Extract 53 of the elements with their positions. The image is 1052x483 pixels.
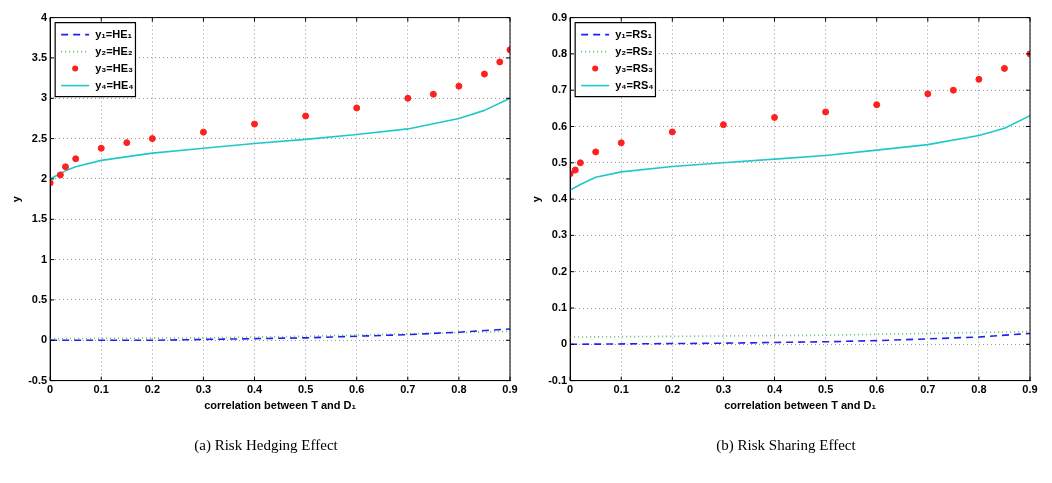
y-tick-label: -0.5 — [28, 373, 48, 386]
legend-label: y₂=RS₂ — [615, 44, 653, 57]
y-tick-label: 3.5 — [31, 50, 48, 63]
y-tick-label: 2 — [41, 171, 48, 184]
y-axis-title: y — [9, 195, 22, 203]
x-tick-label: 0.1 — [93, 383, 109, 396]
x-tick-label: 0.9 — [502, 383, 518, 396]
legend-label: y₃=RS₃ — [615, 61, 654, 74]
y-tick-label: 3 — [41, 91, 48, 104]
y-tick-label: 0.9 — [551, 10, 568, 23]
y-tick-label: 0.5 — [31, 292, 48, 305]
y-tick-label: 0.3 — [551, 228, 568, 241]
x-tick-label: 0.6 — [349, 383, 365, 396]
x-tick-label: 0.6 — [869, 383, 885, 396]
x-tick-label: 0.2 — [144, 383, 160, 396]
y-tick-label: 0.7 — [551, 83, 568, 96]
legend-label: y₁=RS₁ — [615, 27, 653, 40]
x-tick-label: 0.3 — [195, 383, 212, 396]
x-tick-label: 0.4 — [246, 383, 264, 396]
x-tick-label: 0.8 — [451, 383, 467, 396]
y-tick-label: 4 — [41, 10, 49, 23]
x-tick-label: 0.5 — [297, 383, 314, 396]
x-tick-label: 0.8 — [971, 383, 987, 396]
x-tick-label: 0.2 — [664, 383, 680, 396]
y-tick-label: -0.1 — [548, 373, 568, 386]
x-tick-label: 0.7 — [920, 383, 936, 396]
y-axis-title: y — [529, 195, 542, 203]
y-tick-label: 0.4 — [551, 192, 569, 205]
legend-label: y₃=HE₃ — [95, 61, 134, 74]
x-tick-label: 0.3 — [715, 383, 732, 396]
x-axis-title: correlation between T and D₁ — [724, 399, 877, 412]
y-tick-label: 0.2 — [551, 264, 568, 277]
x-axis-title: correlation between T and D₁ — [204, 399, 357, 412]
y-tick-label: 1 — [41, 252, 48, 265]
y-tick-label: 2.5 — [31, 131, 48, 144]
legend-label: y₁=HE₁ — [95, 27, 133, 40]
legend-label: y₂=HE₂ — [95, 44, 133, 57]
y-tick-label: 1.5 — [31, 212, 48, 225]
x-tick-label: 0.7 — [400, 383, 416, 396]
y-tick-label: 0.8 — [551, 46, 568, 59]
y-tick-label: 0.6 — [551, 119, 568, 132]
y-tick-label: 0 — [561, 337, 568, 350]
legend-label: y₄=RS₄ — [615, 78, 654, 91]
text: (b) Risk Sharing Effect — [715, 437, 857, 454]
y-tick-label: 0 — [41, 333, 48, 346]
x-tick-label: 0.1 — [613, 383, 629, 396]
x-tick-label: 0.5 — [817, 383, 834, 396]
x-tick-label: 0.9 — [1022, 383, 1038, 396]
text: (a) Risk Hedging Effect — [193, 437, 339, 454]
x-tick-label: 0.4 — [766, 383, 784, 396]
legend-label: y₄=HE₄ — [95, 78, 134, 91]
y-tick-label: 0.1 — [551, 301, 568, 314]
y-tick-label: 0.5 — [551, 155, 568, 168]
